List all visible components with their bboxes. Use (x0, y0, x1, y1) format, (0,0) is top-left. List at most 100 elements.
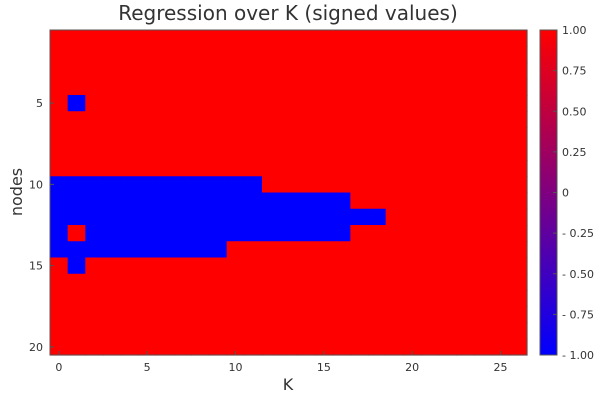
heatmap-cell (226, 95, 245, 112)
heatmap-cell (138, 192, 157, 210)
heatmap-cell (491, 127, 510, 145)
heatmap-cell (509, 30, 528, 47)
heatmap-cell (244, 95, 263, 112)
heatmap-cell (120, 192, 139, 210)
heatmap-cell (368, 322, 387, 340)
heatmap-cell (67, 273, 86, 291)
heatmap-cell (474, 143, 493, 161)
heatmap-cell (315, 95, 334, 112)
heatmap-cell (456, 257, 475, 275)
heatmap-cell (456, 338, 475, 356)
heatmap-cell (456, 306, 475, 324)
heatmap-cell (491, 241, 510, 259)
heatmap-cell (315, 160, 334, 177)
heatmap-cell (50, 46, 69, 64)
heatmap-cell (421, 62, 440, 80)
heatmap-cell (491, 30, 510, 47)
heatmap-cell (103, 290, 122, 307)
heatmap-cell (297, 208, 316, 226)
heatmap-cell (138, 62, 157, 80)
heatmap-cell (156, 176, 175, 194)
heatmap-cell (209, 225, 228, 242)
heatmap-cell (509, 95, 528, 112)
heatmap-cell (315, 225, 334, 242)
heatmap-cell (120, 241, 139, 259)
heatmap-cell (85, 160, 104, 177)
heatmap-cell (226, 160, 245, 177)
heatmap-cell (279, 111, 298, 129)
heatmap-cell (156, 95, 175, 112)
heatmap-cell (297, 78, 316, 96)
heatmap-cell (509, 111, 528, 129)
heatmap-cell (456, 30, 475, 47)
heatmap-cell (262, 30, 281, 47)
heatmap-cell (438, 176, 457, 194)
heatmap-cell (103, 78, 122, 96)
heatmap-cell (67, 160, 86, 177)
heatmap-cell (350, 143, 369, 161)
heatmap-cell (297, 95, 316, 112)
heatmap-cell (438, 30, 457, 47)
heatmap-cell (403, 306, 422, 324)
heatmap-cell (50, 290, 69, 307)
heatmap-cell (474, 322, 493, 340)
heatmap-cell (315, 241, 334, 259)
heatmap-cell (368, 257, 387, 275)
heatmap-cell (315, 111, 334, 129)
heatmap-cell (138, 30, 157, 47)
heatmap-cell (297, 46, 316, 64)
heatmap-cell (438, 208, 457, 226)
heatmap-cell (297, 160, 316, 177)
heatmap-cell (368, 46, 387, 64)
heatmap-cell (103, 192, 122, 210)
heatmap-cell (67, 143, 86, 161)
heatmap-cell (103, 241, 122, 259)
heatmap-cell (85, 95, 104, 112)
x-axis-ticks: 0 5 10 15 20 25 (55, 351, 508, 374)
heatmap-cell (279, 290, 298, 307)
heatmap-cell (385, 273, 404, 291)
heatmap-cell (85, 322, 104, 340)
heatmap-cell (50, 192, 69, 210)
heatmap-cell (262, 95, 281, 112)
heatmap-cell (332, 127, 351, 145)
heatmap-cell (244, 290, 263, 307)
heatmap-cell (350, 273, 369, 291)
heatmap-cell (456, 111, 475, 129)
heatmap-cell (350, 160, 369, 177)
heatmap-cell (262, 111, 281, 129)
heatmap-cell (385, 176, 404, 194)
heatmap-cell (297, 127, 316, 145)
heatmap-cell (226, 192, 245, 210)
heatmap-cell (403, 78, 422, 96)
heatmap-cell (209, 306, 228, 324)
heatmap-cell (474, 338, 493, 356)
heatmap-cell (120, 322, 139, 340)
heatmap-cell (491, 160, 510, 177)
heatmap-cell (279, 176, 298, 194)
heatmap-cell (209, 78, 228, 96)
heatmap-cell (226, 143, 245, 161)
heatmap-cell (421, 306, 440, 324)
heatmap-cell (474, 95, 493, 112)
heatmap-cell (368, 338, 387, 356)
heatmap-cell (244, 241, 263, 259)
heatmap-cell (438, 78, 457, 96)
heatmap-cell (368, 290, 387, 307)
heatmap-cell (421, 257, 440, 275)
heatmap-cell (138, 143, 157, 161)
heatmap-cell (244, 160, 263, 177)
heatmap-cell (156, 160, 175, 177)
heatmap-cell (85, 257, 104, 275)
heatmap-cell (350, 290, 369, 307)
heatmap-cell (50, 78, 69, 96)
heatmap-cell (368, 241, 387, 259)
heatmap-cell (156, 192, 175, 210)
heatmap-cell (368, 111, 387, 129)
heatmap-cell (368, 127, 387, 145)
heatmap-cell (67, 192, 86, 210)
heatmap-cell (332, 290, 351, 307)
colorbar-ticks: 1.00 0.75 0.50 0.25 0 - 0.25 - 0.50 - 0.75 - 1.0… (553, 24, 594, 362)
heatmap-cell (509, 160, 528, 177)
heatmap-cell (120, 338, 139, 356)
